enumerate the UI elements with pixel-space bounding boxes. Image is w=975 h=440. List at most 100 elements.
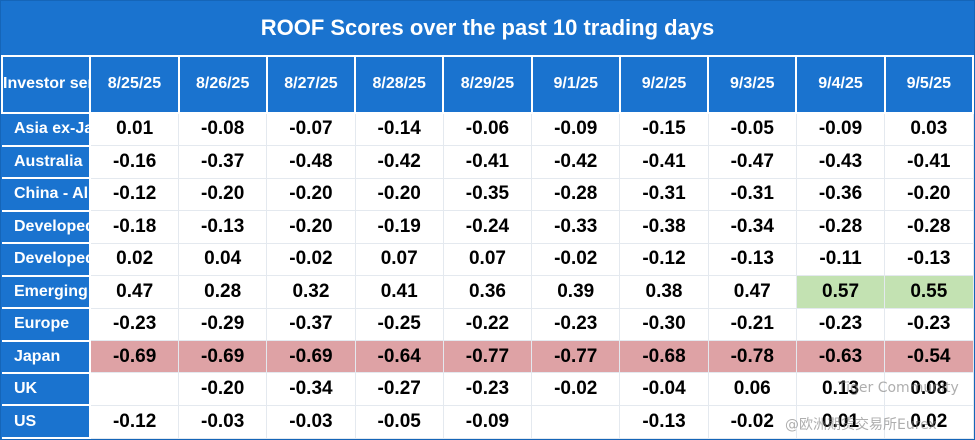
row-label: Japan (2, 339, 92, 374)
score-cell: -0.35 (442, 177, 533, 212)
score-cell: 0.04 (178, 242, 268, 277)
score-cell: -0.04 (619, 372, 709, 406)
score-cell: -0.23 (884, 307, 974, 342)
score-cell: -0.34 (266, 372, 356, 406)
table-row: US -0.12 -0.03 -0.03 -0.05 -0.09 -0.13 -0.02 0.0… (2, 404, 974, 439)
score-cell: -0.77 (442, 340, 533, 374)
row-label: Australia (2, 144, 92, 180)
table-row: Emerging markets0.470.280.320.410.360.39… (2, 274, 974, 310)
row-label: UK (2, 371, 92, 407)
score-cell: -0.31 (619, 177, 709, 212)
score-cell: -0.22 (442, 307, 533, 342)
score-cell: -0.37 (178, 145, 268, 179)
score-cell: 0.39 (531, 275, 621, 309)
score-cell: -0.27 (354, 372, 444, 406)
score-cell: -0.15 (619, 112, 709, 147)
score-cell: -0.28 (884, 210, 974, 244)
date-header: 9/5/25 (883, 55, 974, 114)
date-header: 8/29/25 (442, 55, 533, 114)
score-cell: -0.13 (707, 242, 797, 277)
score-cell: -0.29 (178, 307, 268, 342)
score-cell: -0.20 (884, 177, 974, 212)
score-cell: -0.12 (619, 242, 709, 277)
date-header: 8/26/25 (177, 55, 268, 114)
score-cell: -0.69 (266, 340, 356, 374)
score-cell: 0.38 (619, 275, 709, 309)
row-label: Emerging markets (2, 274, 92, 310)
row-label: Asia ex-Japan (2, 111, 92, 147)
date-header: 9/2/25 (618, 55, 710, 114)
score-cell: 0.13 (795, 372, 886, 406)
score-cell: -0.28 (531, 177, 621, 212)
watermark: @欧洲期货交易所Eurex (785, 417, 937, 433)
score-cell: -0.64 (354, 340, 444, 374)
date-header: 8/27/25 (265, 55, 357, 114)
score-cell: 0.47 (707, 275, 797, 309)
score-cell: -0.02 (531, 242, 621, 277)
score-cell: 0.01 (795, 404, 886, 439)
score-cell: -0.09 (442, 404, 533, 439)
row-label: US (2, 404, 92, 439)
table-row: China - All-Caps-0.12-0.20-0.20-0.20-0.3… (2, 177, 974, 212)
score-cell: -0.03 (266, 404, 356, 439)
score-cell: -0.14 (354, 112, 444, 147)
score-cell: -0.25 (354, 307, 444, 342)
header-label: Investor sentiment for: (1, 55, 92, 114)
score-cell: -0.05 (354, 404, 444, 439)
score-cell: 0.03 (884, 112, 974, 147)
score-cell: -0.42 (354, 145, 444, 179)
row-label: Developed markets (2, 209, 92, 245)
date-header: 8/25/25 (89, 55, 180, 114)
score-cell: 0.32 (266, 275, 356, 309)
score-cell: -0.37 (266, 307, 356, 342)
score-cell: -0.23 (89, 307, 180, 342)
score-cell: -0.05 (707, 112, 797, 147)
score-cell: -0.09 (531, 112, 621, 147)
score-cell: -0.11 (795, 242, 886, 277)
score-cell: -0.34 (707, 210, 797, 244)
score-cell: -0.69 (89, 340, 180, 374)
score-cell: -0.23 (795, 307, 886, 342)
score-cell: 0.47 (89, 275, 180, 309)
date-header: 9/1/25 (530, 55, 621, 114)
score-cell: -0.13 (178, 210, 268, 244)
score-cell: -0.78 (707, 340, 797, 374)
score-cell: -0.38 (619, 210, 709, 244)
score-cell: -0.77 (531, 340, 621, 374)
row-label: Developed markets ex-US (2, 242, 92, 277)
score-cell: -0.20 (266, 177, 356, 212)
table-row: Developed markets-0.18-0.13-0.20-0.19-0.… (2, 209, 974, 245)
score-cell: -0.48 (266, 145, 356, 179)
score-cell: -0.12 (89, 404, 180, 439)
table-row: UK -0.20 -0.34 -0.27 -0.23 -0.02 -0.04 0.06 0.13… (2, 371, 974, 407)
score-cell: -0.47 (707, 145, 797, 179)
score-cell: -0.18 (89, 210, 180, 244)
score-cell: 0.55 (884, 275, 974, 309)
score-cell: -0.23 (531, 307, 621, 342)
score-cell: -0.20 (266, 210, 356, 244)
empty-cell (89, 372, 180, 406)
score-cell: 0.02 (884, 404, 974, 439)
score-cell: 0.36 (442, 275, 533, 309)
table-row: Europe -0.23 -0.29 -0.37 -0.25 -0.22 -0.23 -0.3… (2, 307, 974, 342)
score-cell: -0.24 (442, 210, 533, 244)
score-cell: 0.57 (795, 275, 886, 309)
score-cell: -0.63 (795, 340, 886, 374)
score-cell: -0.28 (795, 210, 886, 244)
score-cell: -0.36 (795, 177, 886, 212)
score-cell: -0.30 (619, 307, 709, 342)
score-cell: -0.43 (795, 145, 886, 179)
date-header: 8/28/25 (354, 55, 445, 114)
score-cell: -0.41 (442, 145, 533, 179)
score-cell: -0.20 (354, 177, 444, 212)
score-cell: -0.16 (89, 145, 180, 179)
score-cell: -0.41 (884, 145, 974, 179)
score-cell: -0.13 (884, 242, 974, 277)
score-cell: -0.33 (531, 210, 621, 244)
score-cell: -0.54 (884, 340, 974, 374)
score-cell: -0.20 (178, 177, 268, 212)
score-cell: -0.42 (531, 145, 621, 179)
table-title: ROOF Scores over the past 10 trading day… (2, 1, 973, 57)
